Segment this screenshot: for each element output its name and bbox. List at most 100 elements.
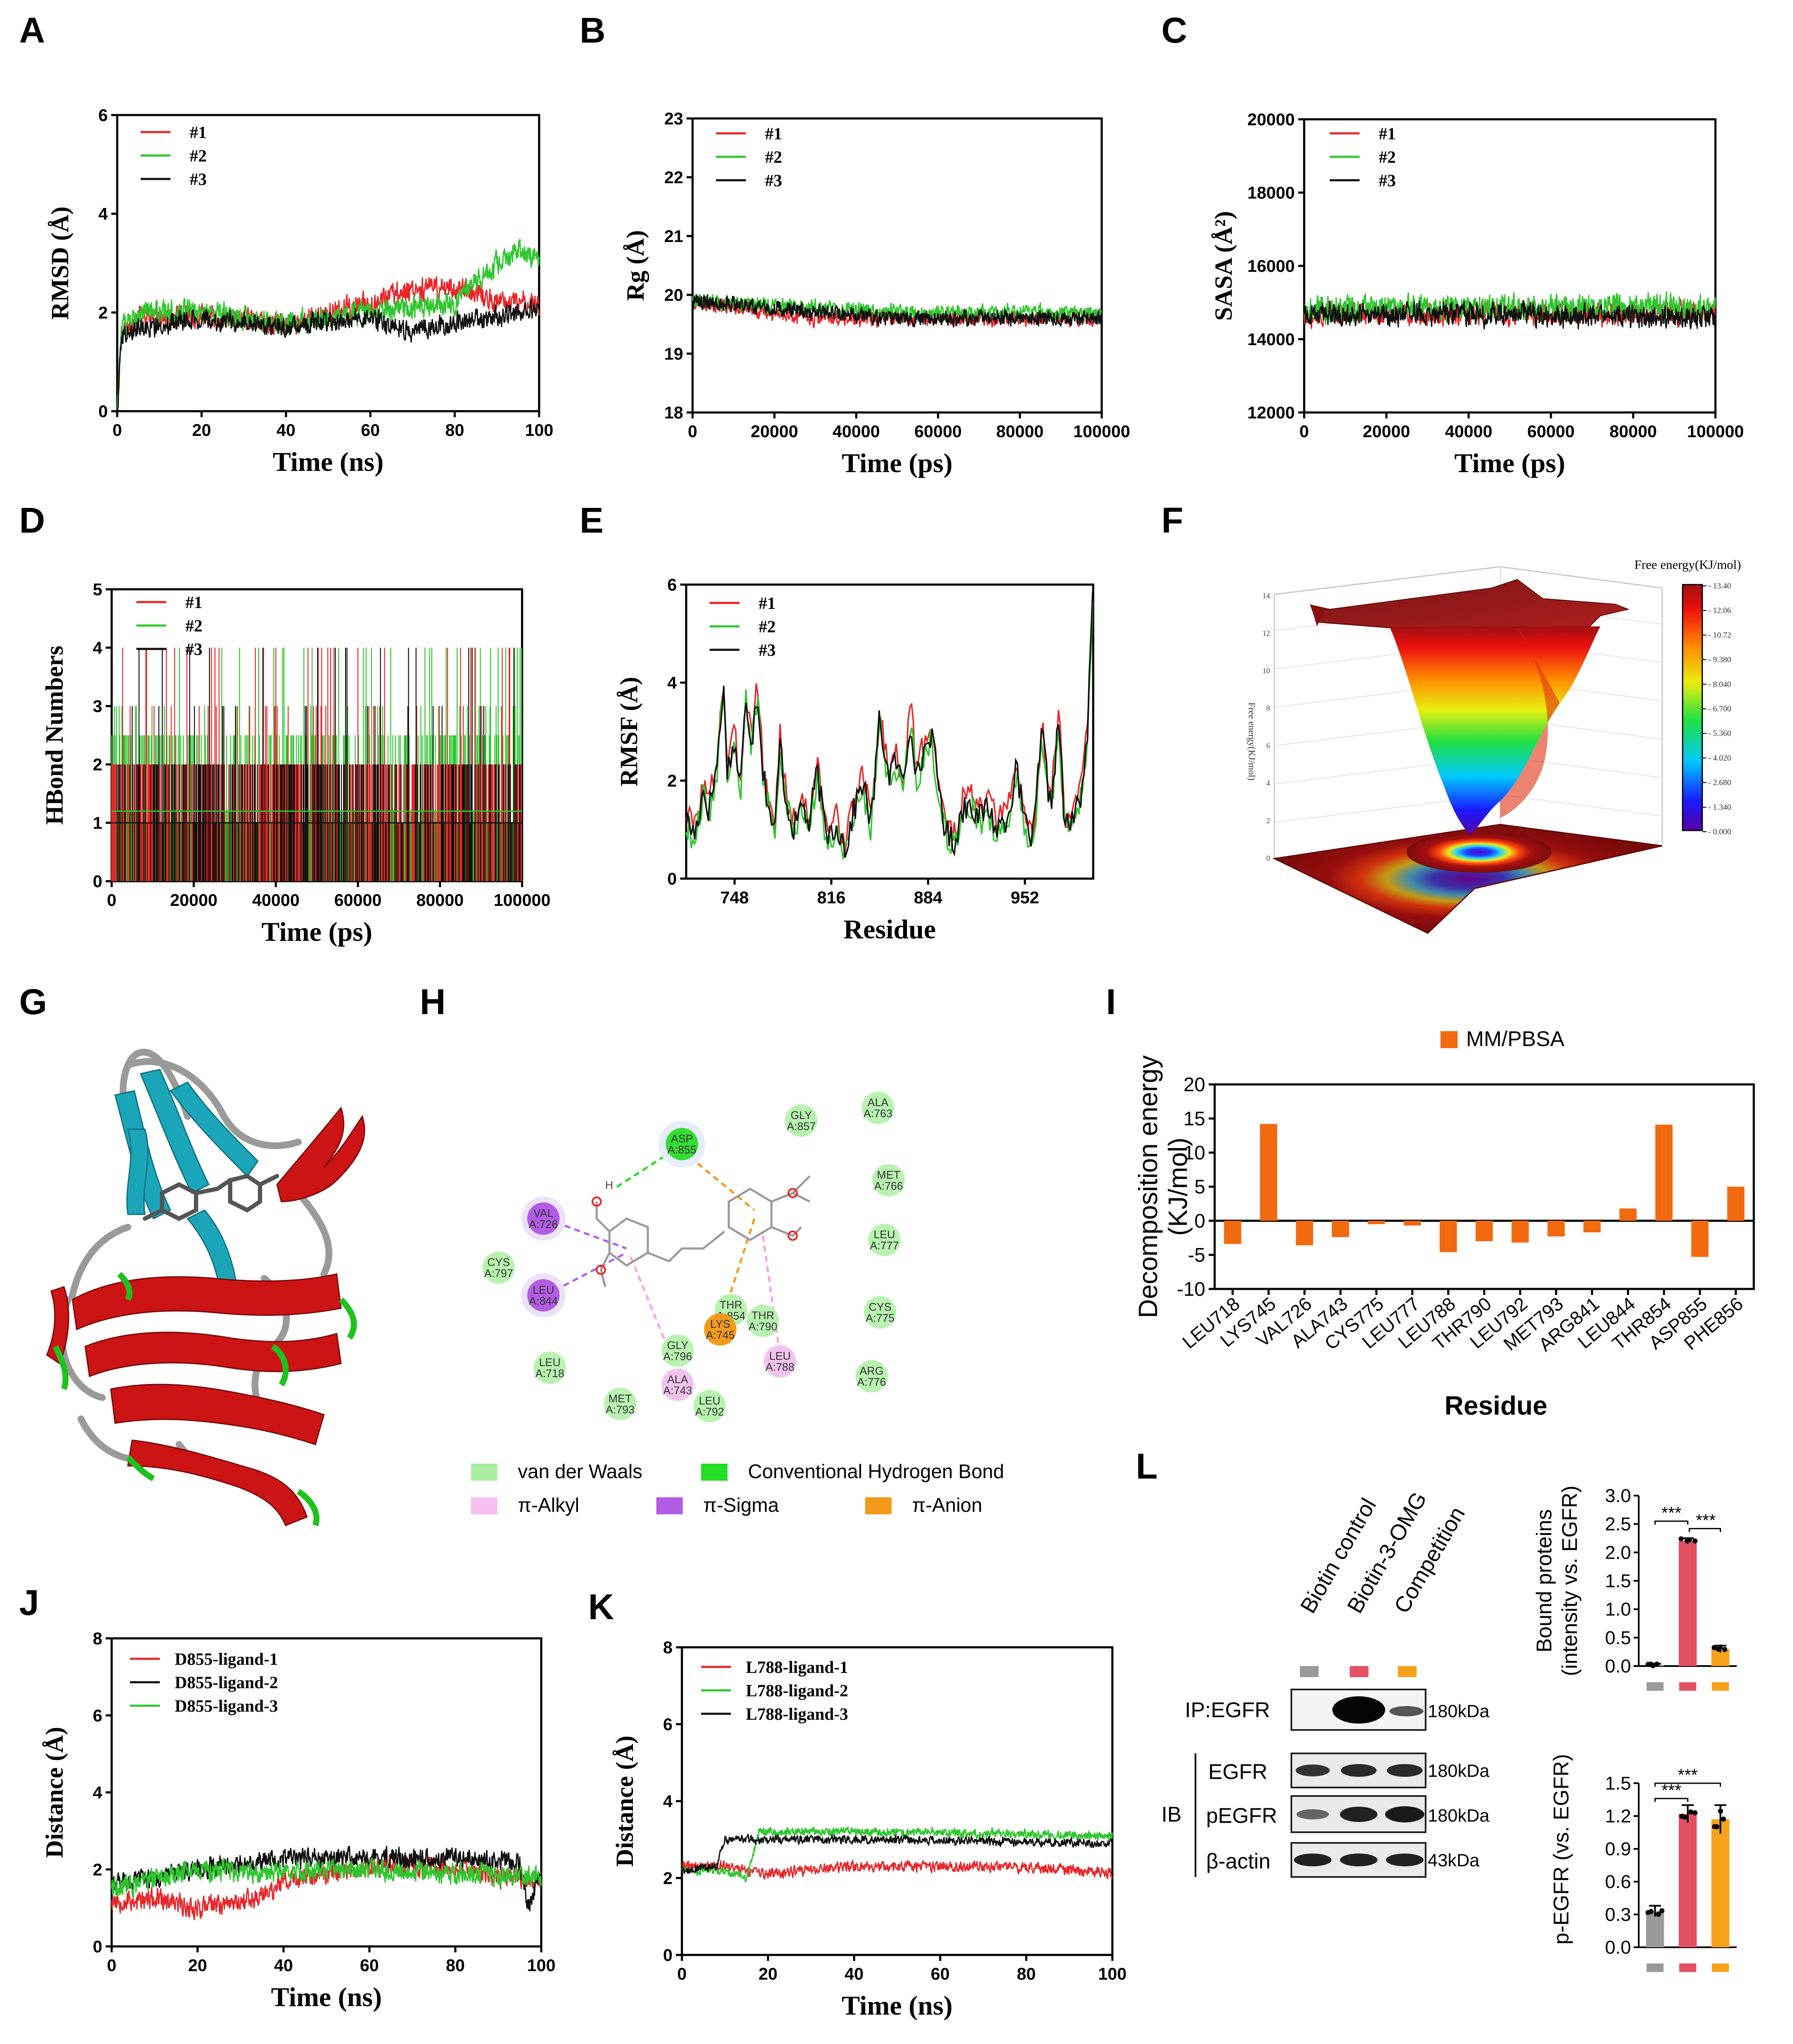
band-egfr-3 bbox=[1387, 1764, 1423, 1777]
z-tick-12: 12 bbox=[1262, 629, 1270, 637]
residue-number: A:857 bbox=[787, 1120, 816, 1133]
y-tick-label: 3 bbox=[93, 697, 102, 716]
band-egfr-1 bbox=[1296, 1764, 1330, 1776]
y-axis-title: RMSF (Å) bbox=[615, 677, 643, 786]
residue-met-793 bbox=[604, 1388, 636, 1420]
legend-label: D855-ligand-1 bbox=[175, 1649, 278, 1669]
panel-label-j: J bbox=[19, 1583, 39, 1623]
residue-nodes: GLYA:857ALAA:763ASPA:855META:766VALA:726… bbox=[482, 1092, 905, 1422]
residue-code: CYS bbox=[869, 1300, 891, 1313]
floor-contour bbox=[1272, 824, 1663, 934]
y-tick-label: 5 bbox=[93, 580, 102, 599]
sig-label: *** bbox=[1696, 1511, 1716, 1530]
legend-label: #3 bbox=[1379, 171, 1396, 190]
band-pegfr-3 bbox=[1385, 1806, 1424, 1822]
legend-label: #2 bbox=[190, 146, 207, 165]
residue-code: LEU bbox=[699, 1394, 721, 1407]
ligand-skeleton bbox=[595, 1175, 811, 1287]
chart-j-distance-d855: 0 20 40 60 80 100 0 2 4 6 8 Time (ns) Distance (Å) D8… bbox=[40, 1629, 555, 2012]
panel-label-k: K bbox=[588, 1587, 614, 1627]
y-tick-label: 1.5 bbox=[1605, 1773, 1631, 1794]
residue-number: A:788 bbox=[765, 1361, 794, 1373]
legend-label: #2 bbox=[765, 147, 782, 167]
sig-bracket bbox=[1654, 1520, 1689, 1525]
residue-ala-763 bbox=[862, 1092, 894, 1124]
y-tick-label: 0.5 bbox=[1605, 1627, 1631, 1648]
x-tick-label: 60000 bbox=[334, 891, 381, 910]
residue-arg-776 bbox=[855, 1360, 888, 1392]
band-actin-1 bbox=[1294, 1854, 1331, 1866]
residue-code: LEU bbox=[769, 1349, 791, 1362]
z-tick-8: 8 bbox=[1266, 704, 1270, 712]
colorbar-tick-label: - 0.000 bbox=[1708, 827, 1731, 836]
y-tick-label: 2 bbox=[93, 755, 102, 774]
bar-lys745 bbox=[1260, 1124, 1277, 1221]
y-tick-label: 6 bbox=[93, 1707, 102, 1725]
beta-sheets bbox=[114, 1069, 259, 1300]
alpha-helices bbox=[46, 1106, 365, 1526]
x-axis-title: Time (ns) bbox=[842, 1990, 953, 2021]
data-point bbox=[1659, 1908, 1665, 1914]
legend-label: π-Sigma bbox=[703, 1494, 779, 1516]
sig-label: *** bbox=[1661, 1781, 1681, 1800]
series-line-2 bbox=[692, 294, 1103, 322]
row-label-beta-actin: β-actin bbox=[1206, 1849, 1270, 1873]
x-tick-label: 100 bbox=[527, 1956, 556, 1975]
z-axis-label: Free energy(KJ/mol) bbox=[1247, 702, 1257, 781]
residue-leu-844 bbox=[527, 1279, 560, 1312]
panel-label-h: H bbox=[420, 982, 446, 1022]
y-tick-label: 0.9 bbox=[1605, 1839, 1631, 1859]
data-point bbox=[1712, 1824, 1717, 1829]
chart-e-rmsf: 748 816 884 952 0 2 4 6 Residue RMSF (Å) #1 #2 #3 bbox=[615, 576, 1094, 944]
legend-label: π-Alkyl bbox=[518, 1494, 579, 1516]
residue-number: A:792 bbox=[695, 1405, 724, 1418]
lane-swatch-amber bbox=[1398, 1666, 1417, 1677]
bar-competition bbox=[1711, 1819, 1729, 1947]
legend-label: #1 bbox=[759, 594, 776, 613]
data-point bbox=[1678, 1536, 1684, 1542]
y-tick-label: 18 bbox=[664, 404, 684, 422]
colorbar-tick-label: - 5.360 bbox=[1708, 729, 1731, 738]
legend-swatch bbox=[471, 1464, 497, 1481]
x-tick-label: 100000 bbox=[1073, 422, 1130, 441]
x-tick-label: 0 bbox=[688, 422, 697, 441]
x-tick-label: 60 bbox=[931, 1965, 950, 1983]
row-label-egfr: EGFR bbox=[1208, 1760, 1268, 1784]
chart-k-distance-l788: 0 20 40 60 80 100 0 2 4 6 8 Time (ns) Distance (Å) L7… bbox=[611, 1638, 1126, 2021]
ib-label: IB bbox=[1161, 1802, 1181, 1826]
bar-phe856 bbox=[1727, 1187, 1745, 1221]
protein-ligand-structure bbox=[46, 1049, 365, 1527]
surface-funnel bbox=[1389, 626, 1600, 835]
z-tick-10: 10 bbox=[1262, 666, 1270, 675]
y-tick-label: 4 bbox=[667, 674, 677, 692]
residue-code: ALA bbox=[867, 1096, 889, 1109]
interaction-legend: van der Waals Conventional Hydrogen Bond π… bbox=[471, 1460, 1004, 1516]
y-tick-label: 0.0 bbox=[1605, 1656, 1631, 1677]
category-swatch bbox=[1646, 1963, 1664, 1972]
surface-funnel-right bbox=[1500, 626, 1560, 818]
x-tick-label: 0 bbox=[107, 1956, 116, 1975]
series-line-3 bbox=[1303, 300, 1716, 330]
x-tick-label: 0 bbox=[107, 891, 116, 910]
chart-d-hbond: 0 20000 40000 60000 80000 100000 0 1 2 3 4 5 Time (p… bbox=[40, 580, 551, 947]
residue-val-726 bbox=[527, 1202, 560, 1235]
y-tick-label: 0 bbox=[93, 872, 102, 891]
bar-cys775 bbox=[1368, 1221, 1385, 1224]
data-point bbox=[1718, 1808, 1723, 1814]
data-point bbox=[1682, 1814, 1688, 1820]
y-tick-label: 2 bbox=[667, 772, 677, 790]
z-tick-6: 6 bbox=[1266, 741, 1270, 750]
category-swatch bbox=[1646, 1682, 1664, 1691]
lane-swatch-gray bbox=[1300, 1666, 1319, 1677]
x-tick-label: 40 bbox=[274, 1956, 293, 1975]
bar-leu792 bbox=[1511, 1221, 1529, 1243]
x-axis-title: Time (ps) bbox=[1454, 448, 1565, 478]
kda-ip-egfr: 180kDa bbox=[1428, 1701, 1490, 1721]
data-point bbox=[1654, 1661, 1660, 1667]
bar-thr854 bbox=[1655, 1124, 1673, 1221]
series-line-2 bbox=[681, 1826, 1113, 1883]
residue-number: A:726 bbox=[529, 1218, 558, 1231]
surface-spike bbox=[1311, 605, 1325, 626]
y-axis-title: p-EGFR (vs. EGFR) bbox=[1549, 1754, 1573, 1944]
plot-frame bbox=[116, 114, 540, 412]
